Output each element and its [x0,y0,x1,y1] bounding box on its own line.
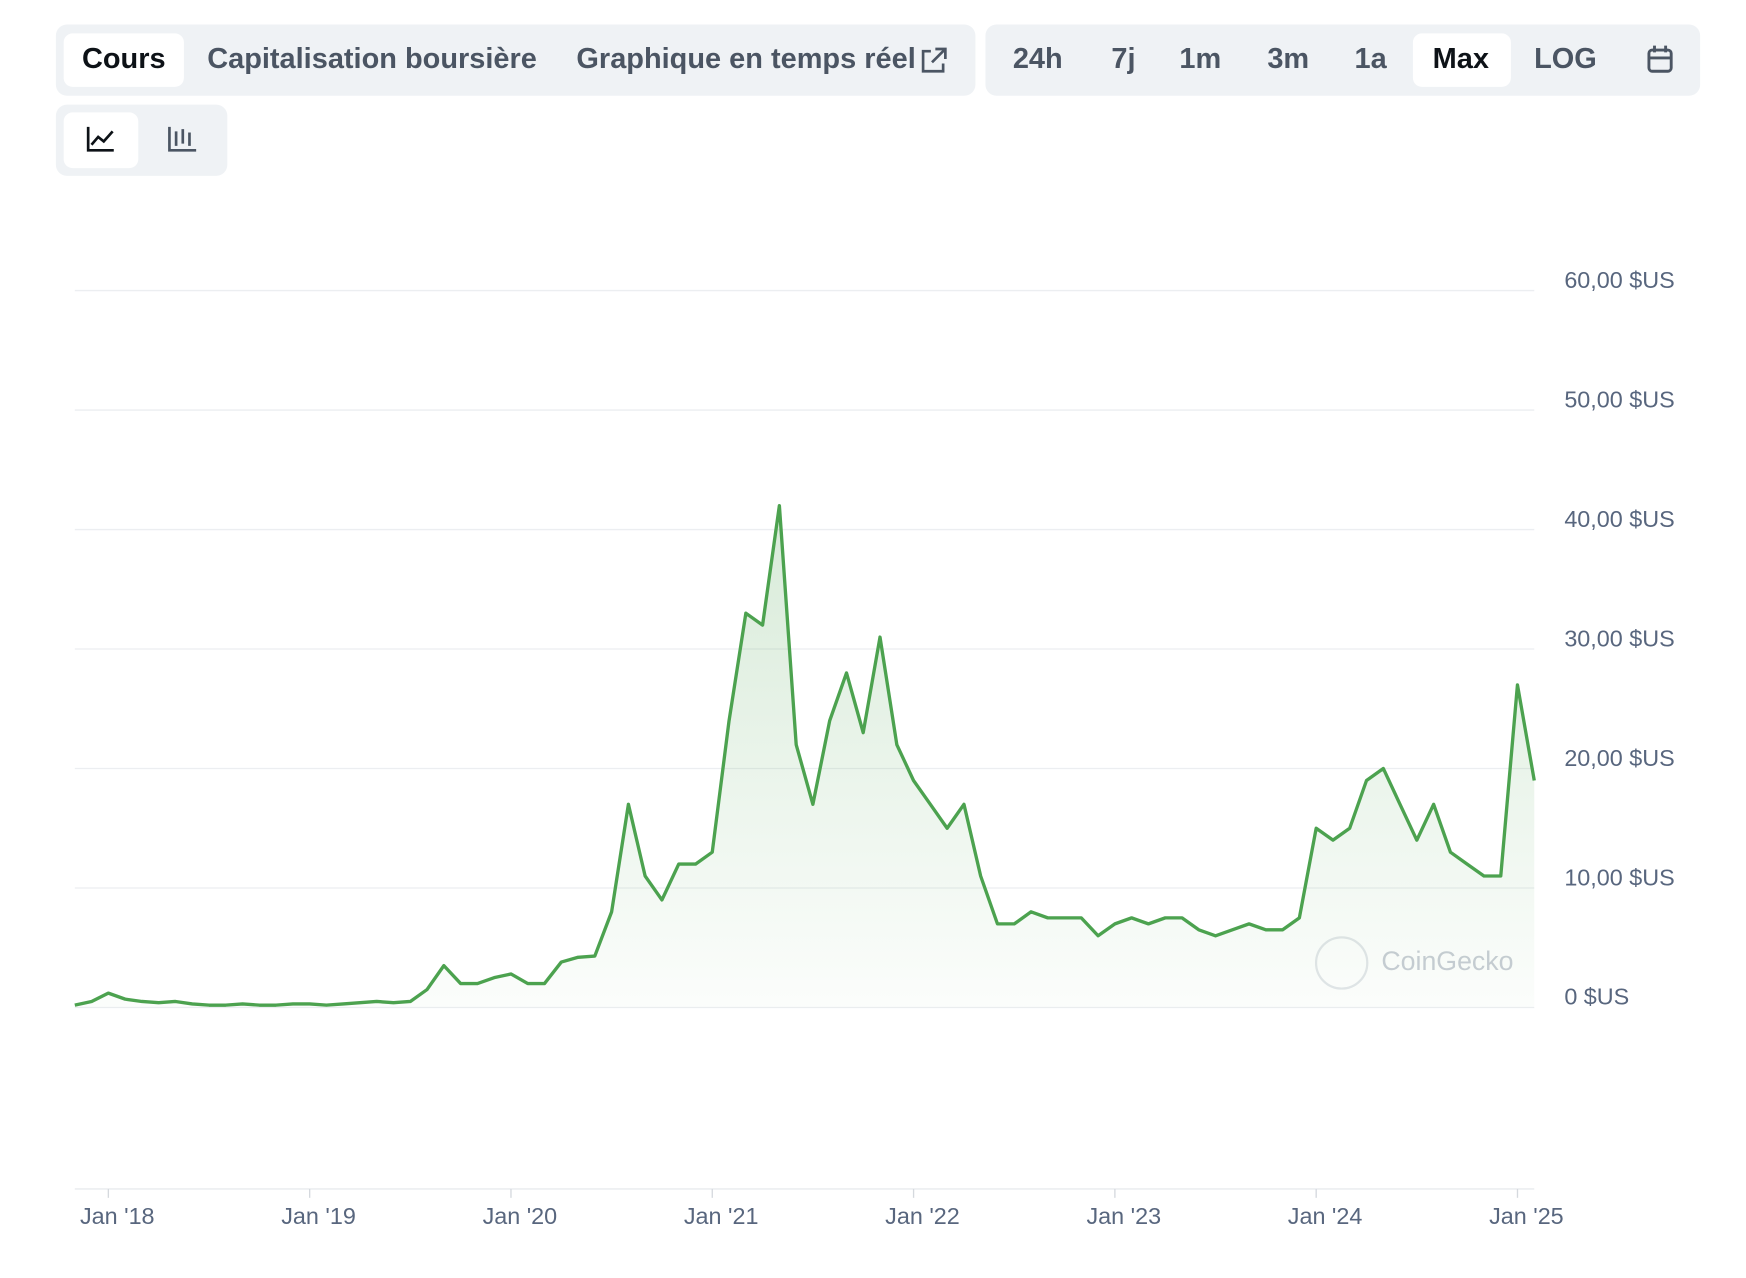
range[interactable]: 1m [1179,43,1221,75]
tab-selected[interactable] [63,33,184,87]
range[interactable]: 7j [1111,43,1135,75]
candle-icon[interactable] [168,126,197,152]
range[interactable]: Max [1433,43,1489,75]
y-tick-label: 30,00 $US [1564,625,1674,651]
range[interactable]: 24h [1013,43,1063,75]
y-tick-label: 0 $US [1564,984,1629,1010]
external-icon [921,47,947,73]
x-tick-label: Jan '23 [1086,1203,1161,1229]
y-tick-label: 60,00 $US [1564,267,1674,293]
y-tick-label: 20,00 $US [1564,745,1674,771]
x-tick-label: Jan '19 [281,1203,356,1229]
tab[interactable]: Cours [82,43,166,75]
price-line [74,503,1536,1007]
x-tick-label: Jan '21 [684,1203,759,1229]
tab[interactable]: Capitalisation boursière [207,43,537,75]
x-tick-label: Jan '25 [1489,1203,1564,1229]
y-tick-label: 50,00 $US [1564,386,1674,412]
range[interactable]: 1a [1355,43,1388,75]
x-tick-label: Jan '22 [885,1203,960,1229]
calendar-icon[interactable] [1647,45,1673,73]
x-tick-label: Jan '18 [80,1203,155,1229]
tab[interactable]: Graphique en temps réel [576,43,915,75]
area [74,505,1535,1008]
y-tick-label: 10,00 $US [1564,864,1674,890]
tab-group [55,24,976,96]
range[interactable]: LOG [1534,43,1597,75]
x-tick-label: Jan '24 [1288,1203,1363,1229]
range-selected[interactable] [1412,33,1511,87]
x-tick-label: Jan '20 [483,1203,558,1229]
y-tick-label: 40,00 $US [1564,506,1674,532]
range[interactable]: 3m [1267,43,1309,75]
range-group [985,24,1701,96]
line-icon[interactable] [86,126,114,152]
